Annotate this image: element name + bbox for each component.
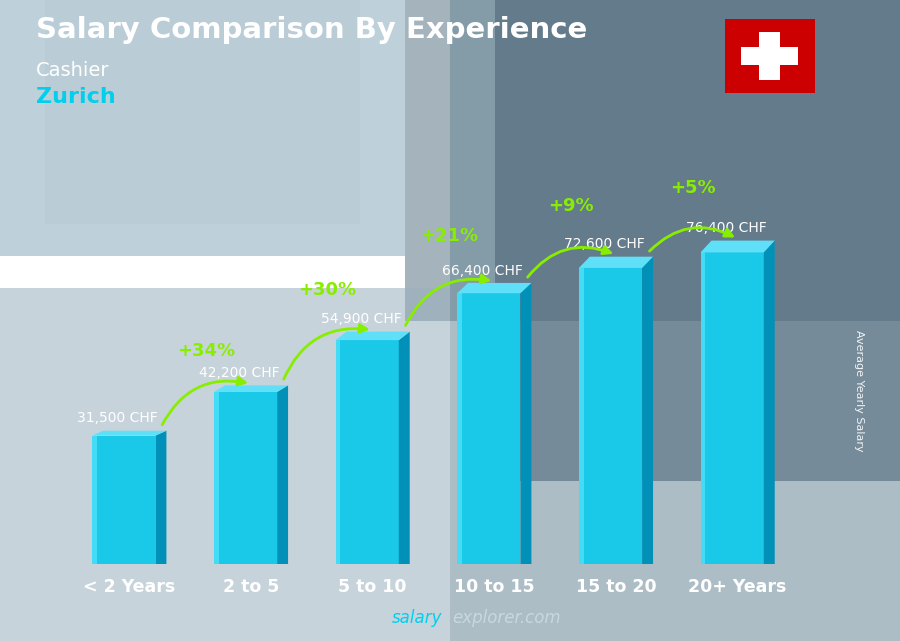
Polygon shape <box>277 385 288 564</box>
Text: Cashier: Cashier <box>36 61 110 80</box>
FancyArrowPatch shape <box>284 324 367 379</box>
Text: 54,900 CHF: 54,900 CHF <box>320 312 401 326</box>
Bar <box>45 0 360 224</box>
Polygon shape <box>214 392 277 564</box>
Polygon shape <box>399 331 410 564</box>
Text: 20+ Years: 20+ Years <box>688 578 787 596</box>
Text: 2 to 5: 2 to 5 <box>223 578 279 596</box>
Polygon shape <box>156 431 166 564</box>
Text: +30%: +30% <box>299 281 356 299</box>
Text: Zurich: Zurich <box>36 87 116 106</box>
Polygon shape <box>336 331 410 340</box>
Polygon shape <box>457 283 531 293</box>
Text: 72,600 CHF: 72,600 CHF <box>564 237 644 251</box>
Text: explorer.com: explorer.com <box>453 609 562 627</box>
Text: +34%: +34% <box>177 342 235 360</box>
Bar <box>405 0 900 320</box>
FancyArrowPatch shape <box>162 378 245 424</box>
Polygon shape <box>579 268 642 564</box>
Text: 31,500 CHF: 31,500 CHF <box>77 412 158 426</box>
Text: 42,200 CHF: 42,200 CHF <box>199 366 280 380</box>
FancyArrowPatch shape <box>650 228 733 251</box>
Polygon shape <box>214 392 219 564</box>
Text: +21%: +21% <box>420 227 478 245</box>
Text: +5%: +5% <box>670 179 716 197</box>
Text: 10 to 15: 10 to 15 <box>454 578 535 596</box>
FancyArrowPatch shape <box>406 275 489 326</box>
Polygon shape <box>92 436 156 564</box>
Text: salary: salary <box>392 609 442 627</box>
Text: Salary Comparison By Experience: Salary Comparison By Experience <box>36 16 587 44</box>
Bar <box>0 0 405 256</box>
Polygon shape <box>579 256 653 268</box>
Polygon shape <box>579 268 584 564</box>
Bar <box>450 0 900 641</box>
Polygon shape <box>520 283 531 564</box>
Polygon shape <box>457 293 462 564</box>
Polygon shape <box>741 33 798 79</box>
Polygon shape <box>92 431 166 436</box>
Text: 15 to 20: 15 to 20 <box>576 578 656 596</box>
Polygon shape <box>700 253 764 564</box>
Text: < 2 Years: < 2 Years <box>83 578 176 596</box>
Polygon shape <box>214 385 288 392</box>
Polygon shape <box>642 256 653 564</box>
Text: 66,400 CHF: 66,400 CHF <box>442 263 523 278</box>
Text: 76,400 CHF: 76,400 CHF <box>686 221 767 235</box>
Polygon shape <box>700 253 706 564</box>
Text: +9%: +9% <box>548 197 594 215</box>
Polygon shape <box>336 340 399 564</box>
Text: 5 to 10: 5 to 10 <box>338 578 407 596</box>
Polygon shape <box>700 240 775 253</box>
FancyArrowPatch shape <box>527 246 610 277</box>
Polygon shape <box>92 436 97 564</box>
Polygon shape <box>457 293 520 564</box>
Polygon shape <box>764 240 775 564</box>
Text: Average Yearly Salary: Average Yearly Salary <box>854 330 865 452</box>
Bar <box>495 0 900 481</box>
Polygon shape <box>336 340 340 564</box>
Bar <box>0 288 450 641</box>
